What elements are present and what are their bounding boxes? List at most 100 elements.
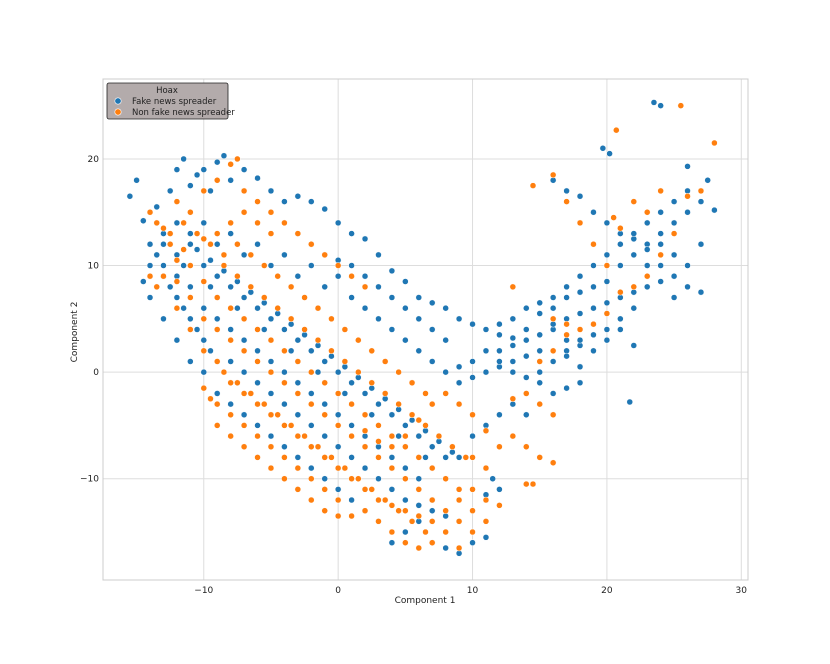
- data-point: [227, 326, 234, 333]
- data-point: [643, 208, 651, 216]
- data-point: [455, 486, 463, 493]
- data-point: [187, 208, 194, 216]
- data-point: [549, 294, 557, 301]
- data-point: [308, 464, 315, 472]
- data-point: [213, 358, 221, 365]
- data-point: [240, 315, 248, 323]
- data-point: [328, 347, 335, 355]
- data-point: [180, 246, 187, 253]
- data-point: [415, 544, 423, 552]
- data-point: [469, 432, 476, 440]
- data-point: [549, 315, 557, 323]
- data-point: [166, 230, 174, 237]
- data-point: [361, 272, 369, 280]
- data-point: [536, 368, 543, 376]
- data-point: [603, 262, 611, 269]
- data-point: [166, 187, 174, 195]
- data-point: [375, 400, 382, 408]
- data-point: [281, 454, 288, 461]
- data-point: [469, 320, 476, 328]
- data-point: [590, 320, 597, 328]
- data-point: [415, 502, 423, 509]
- y-tick-label: 0: [93, 368, 99, 378]
- data-point: [408, 411, 416, 419]
- data-point: [509, 283, 517, 291]
- data-point: [496, 411, 503, 419]
- data-point: [281, 347, 288, 355]
- data-point: [415, 294, 423, 301]
- data-point: [657, 187, 664, 195]
- data-point: [187, 358, 194, 365]
- data-point: [294, 230, 302, 237]
- data-point: [180, 155, 187, 163]
- data-point: [227, 400, 234, 408]
- data-point: [606, 150, 613, 157]
- data-point: [334, 496, 342, 504]
- data-point: [697, 187, 705, 195]
- data-point: [274, 304, 281, 312]
- data-point: [381, 358, 389, 365]
- data-point: [469, 411, 476, 419]
- data-point: [428, 358, 436, 365]
- data-point: [240, 336, 248, 344]
- data-point: [321, 507, 328, 514]
- data-point: [509, 432, 517, 440]
- data-point: [220, 262, 228, 269]
- data-point: [328, 454, 335, 461]
- data-point: [469, 486, 476, 493]
- data-point: [711, 139, 718, 147]
- data-point: [670, 251, 678, 259]
- data-point: [469, 539, 476, 546]
- data-point: [422, 390, 429, 397]
- data-point: [267, 208, 275, 216]
- data-point: [294, 454, 302, 461]
- data-point: [361, 235, 369, 243]
- data-point: [643, 262, 651, 269]
- data-point: [630, 230, 638, 237]
- data-point: [670, 294, 678, 301]
- data-point: [388, 528, 396, 536]
- data-point: [603, 310, 611, 317]
- y-tick-label: 10: [88, 262, 100, 272]
- x-tick-label: 30: [736, 586, 748, 596]
- data-point: [267, 464, 275, 472]
- data-point: [308, 262, 315, 269]
- data-point: [294, 336, 302, 344]
- data-point: [523, 374, 530, 381]
- plot-background: [103, 79, 748, 580]
- data-point: [496, 502, 503, 509]
- data-point: [388, 411, 396, 419]
- data-point: [482, 347, 490, 355]
- data-point: [200, 304, 208, 312]
- data-point: [348, 379, 355, 387]
- data-point: [388, 464, 396, 472]
- data-point: [375, 475, 382, 482]
- x-tick-label: 10: [467, 586, 479, 596]
- data-point: [166, 240, 174, 248]
- data-point: [314, 368, 322, 376]
- data-point: [590, 347, 597, 355]
- data-point: [415, 486, 423, 493]
- data-point: [240, 368, 248, 376]
- data-point: [274, 411, 281, 419]
- data-point: [617, 240, 624, 248]
- data-point: [435, 432, 443, 440]
- data-point: [496, 320, 503, 328]
- data-point: [711, 206, 718, 214]
- data-point: [301, 432, 308, 440]
- data-point: [234, 379, 241, 387]
- data-point: [187, 230, 194, 237]
- data-point: [442, 304, 449, 312]
- data-point: [348, 294, 355, 301]
- data-point: [281, 475, 288, 482]
- data-point: [523, 390, 530, 397]
- data-point: [348, 422, 355, 429]
- x-axis-ticks: −10 0 10 20 30: [194, 586, 747, 596]
- data-point: [267, 187, 275, 195]
- data-point: [697, 240, 705, 248]
- data-point: [402, 336, 409, 344]
- data-point: [442, 336, 449, 344]
- data-point: [630, 198, 638, 205]
- data-point: [650, 99, 658, 106]
- data-point: [643, 283, 651, 291]
